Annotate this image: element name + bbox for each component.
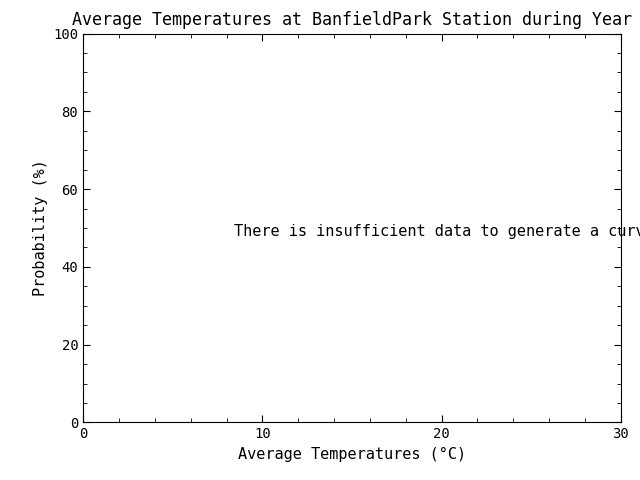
X-axis label: Average Temperatures (°C): Average Temperatures (°C)	[238, 447, 466, 462]
Title: Average Temperatures at BanfieldPark Station during Year: Average Temperatures at BanfieldPark Sta…	[72, 11, 632, 29]
Y-axis label: Probability (%): Probability (%)	[33, 159, 47, 297]
Text: There is insufficient data to generate a curve.: There is insufficient data to generate a…	[234, 224, 640, 240]
